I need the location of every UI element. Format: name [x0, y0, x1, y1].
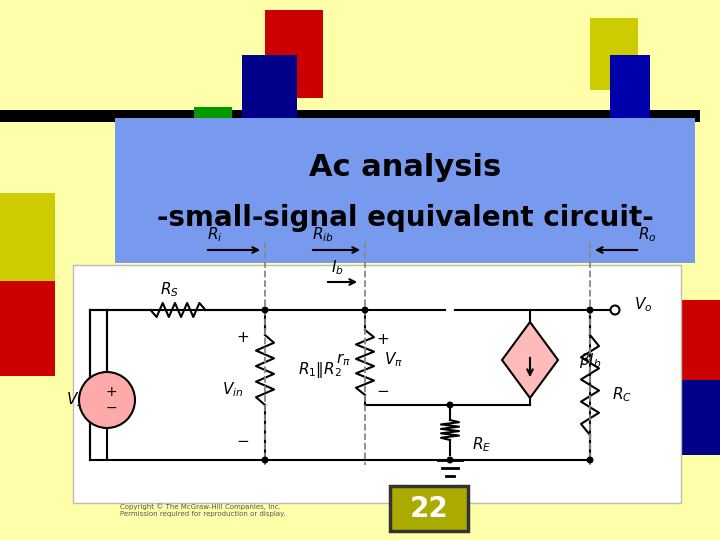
Text: $-$: $-$ [377, 382, 390, 397]
Text: $V_s$: $V_s$ [66, 390, 84, 409]
Text: Copyright © The McGraw-Hill Companies, Inc.
Permission required for reproduction: Copyright © The McGraw-Hill Companies, I… [120, 503, 286, 517]
Bar [0, 193, 55, 281]
Bar [0, 281, 55, 376]
Bar [115, 118, 695, 263]
Bar [194, 107, 232, 137]
Circle shape [261, 456, 269, 463]
Text: $V_{in}$: $V_{in}$ [222, 381, 243, 400]
Circle shape [79, 372, 135, 428]
Polygon shape [502, 322, 558, 398]
Bar [135, 118, 195, 190]
Bar [590, 18, 638, 90]
Text: $R_S$: $R_S$ [161, 281, 179, 299]
Circle shape [587, 307, 593, 314]
Text: −: − [105, 401, 117, 415]
Text: $R_o$: $R_o$ [638, 226, 657, 244]
Text: $I_b$: $I_b$ [330, 259, 343, 278]
Bar [390, 486, 468, 531]
Text: $V_o$: $V_o$ [634, 296, 652, 314]
Circle shape [446, 402, 454, 408]
Circle shape [361, 307, 369, 314]
Text: $R_C$: $R_C$ [612, 386, 632, 404]
Text: $R_{ib}$: $R_{ib}$ [312, 226, 334, 244]
Text: Ac analysis: Ac analysis [309, 153, 501, 183]
Bar [610, 55, 650, 120]
Circle shape [587, 456, 593, 463]
Circle shape [611, 306, 619, 314]
Text: $r_\pi$: $r_\pi$ [336, 352, 351, 368]
Text: +: + [105, 385, 117, 399]
Bar [242, 55, 297, 130]
Bar [660, 380, 720, 455]
Text: $R_i$: $R_i$ [207, 226, 222, 244]
Text: $V_\pi$: $V_\pi$ [384, 350, 402, 369]
Text: $R_E$: $R_E$ [472, 436, 492, 454]
Text: $\beta I_b$: $\beta I_b$ [579, 350, 601, 369]
Text: $R_1 \| R_2$: $R_1 \| R_2$ [298, 360, 342, 380]
Text: 22: 22 [410, 495, 449, 523]
Text: +: + [237, 330, 249, 346]
Text: +: + [377, 333, 390, 348]
Bar [0, 110, 700, 122]
Circle shape [446, 456, 454, 463]
Text: $-$: $-$ [236, 433, 250, 448]
Bar [660, 300, 720, 380]
Bar [265, 10, 323, 98]
Text: -small-signal equivalent circuit-: -small-signal equivalent circuit- [157, 204, 653, 232]
Circle shape [261, 307, 269, 314]
Bar [73, 265, 681, 503]
